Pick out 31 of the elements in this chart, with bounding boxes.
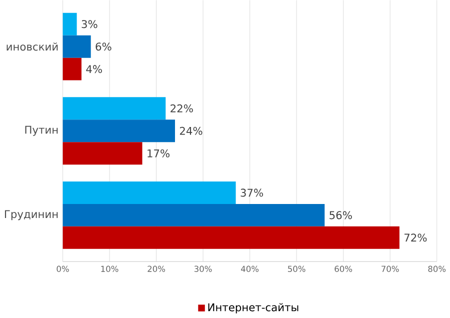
bar <box>62 182 236 204</box>
y-tick-label: Грудинин <box>4 210 58 220</box>
data-label: 72% <box>404 234 427 242</box>
x-tick-label: 0% <box>56 266 69 272</box>
data-label: 4% <box>86 65 102 74</box>
bar <box>62 120 175 142</box>
x-tick-label: 40% <box>241 266 259 272</box>
y-tick-label: Путин <box>25 126 58 136</box>
data-label: 17% <box>148 150 170 158</box>
y-tick-label: иновский <box>6 42 58 51</box>
data-label: 37% <box>240 188 264 197</box>
x-tick-label: 10% <box>101 266 118 272</box>
x-tick-label: 30% <box>194 266 212 272</box>
x-tick-label: 20% <box>148 266 166 272</box>
data-label: 56% <box>330 211 352 220</box>
data-label: 24% <box>180 127 202 136</box>
bar <box>62 204 325 227</box>
data-label: 3% <box>82 20 98 28</box>
legend-label: Интернет-сайты <box>208 303 298 314</box>
x-tick-label: 50% <box>288 266 306 272</box>
x-tick-label: 80% <box>428 266 446 272</box>
x-tick-label: 60% <box>334 266 352 272</box>
data-label: 6% <box>96 42 112 51</box>
bar <box>62 13 77 36</box>
data-label: 22% <box>170 104 193 113</box>
bar <box>62 142 142 165</box>
bar <box>62 36 91 58</box>
bar <box>62 97 166 120</box>
bar <box>62 226 400 250</box>
x-tick-label: 70% <box>382 266 399 272</box>
bar <box>62 58 82 80</box>
